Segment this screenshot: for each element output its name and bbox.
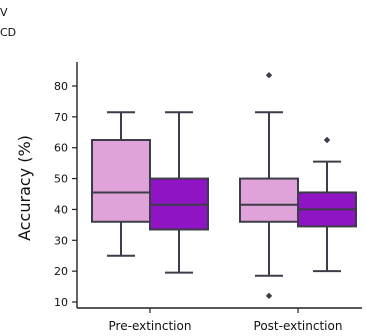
y-tick-label-10: 10 [54,296,68,309]
y-tick-label-80: 80 [54,80,68,93]
y-tick-label-70: 70 [54,111,68,124]
x-tick-label-0: Pre-extinction [109,319,192,333]
legend-label-1: V [0,6,8,19]
legend-label-2: CD [0,26,17,39]
series0-post-box [239,177,299,223]
y-tick-label-60: 60 [54,142,68,155]
y-tick-label-40: 40 [54,203,68,216]
series1-post-outlier-0 [323,136,331,144]
y-tick-label-50: 50 [54,173,68,186]
series0-post-outlier-1 [265,72,273,79]
x-tick-label-1: Post-extinction [254,319,343,333]
plot-area: 10 20 30 40 50 60 70 80 Pre-extinction Post-extin… [54,62,362,333]
series0-pre-box [91,139,151,223]
y-axis-label: Accuracy (%) [15,135,34,241]
y-tick-label-20: 20 [54,265,68,278]
series0-post-outlier-0 [265,292,273,300]
y-tick-label-30: 30 [54,234,68,247]
